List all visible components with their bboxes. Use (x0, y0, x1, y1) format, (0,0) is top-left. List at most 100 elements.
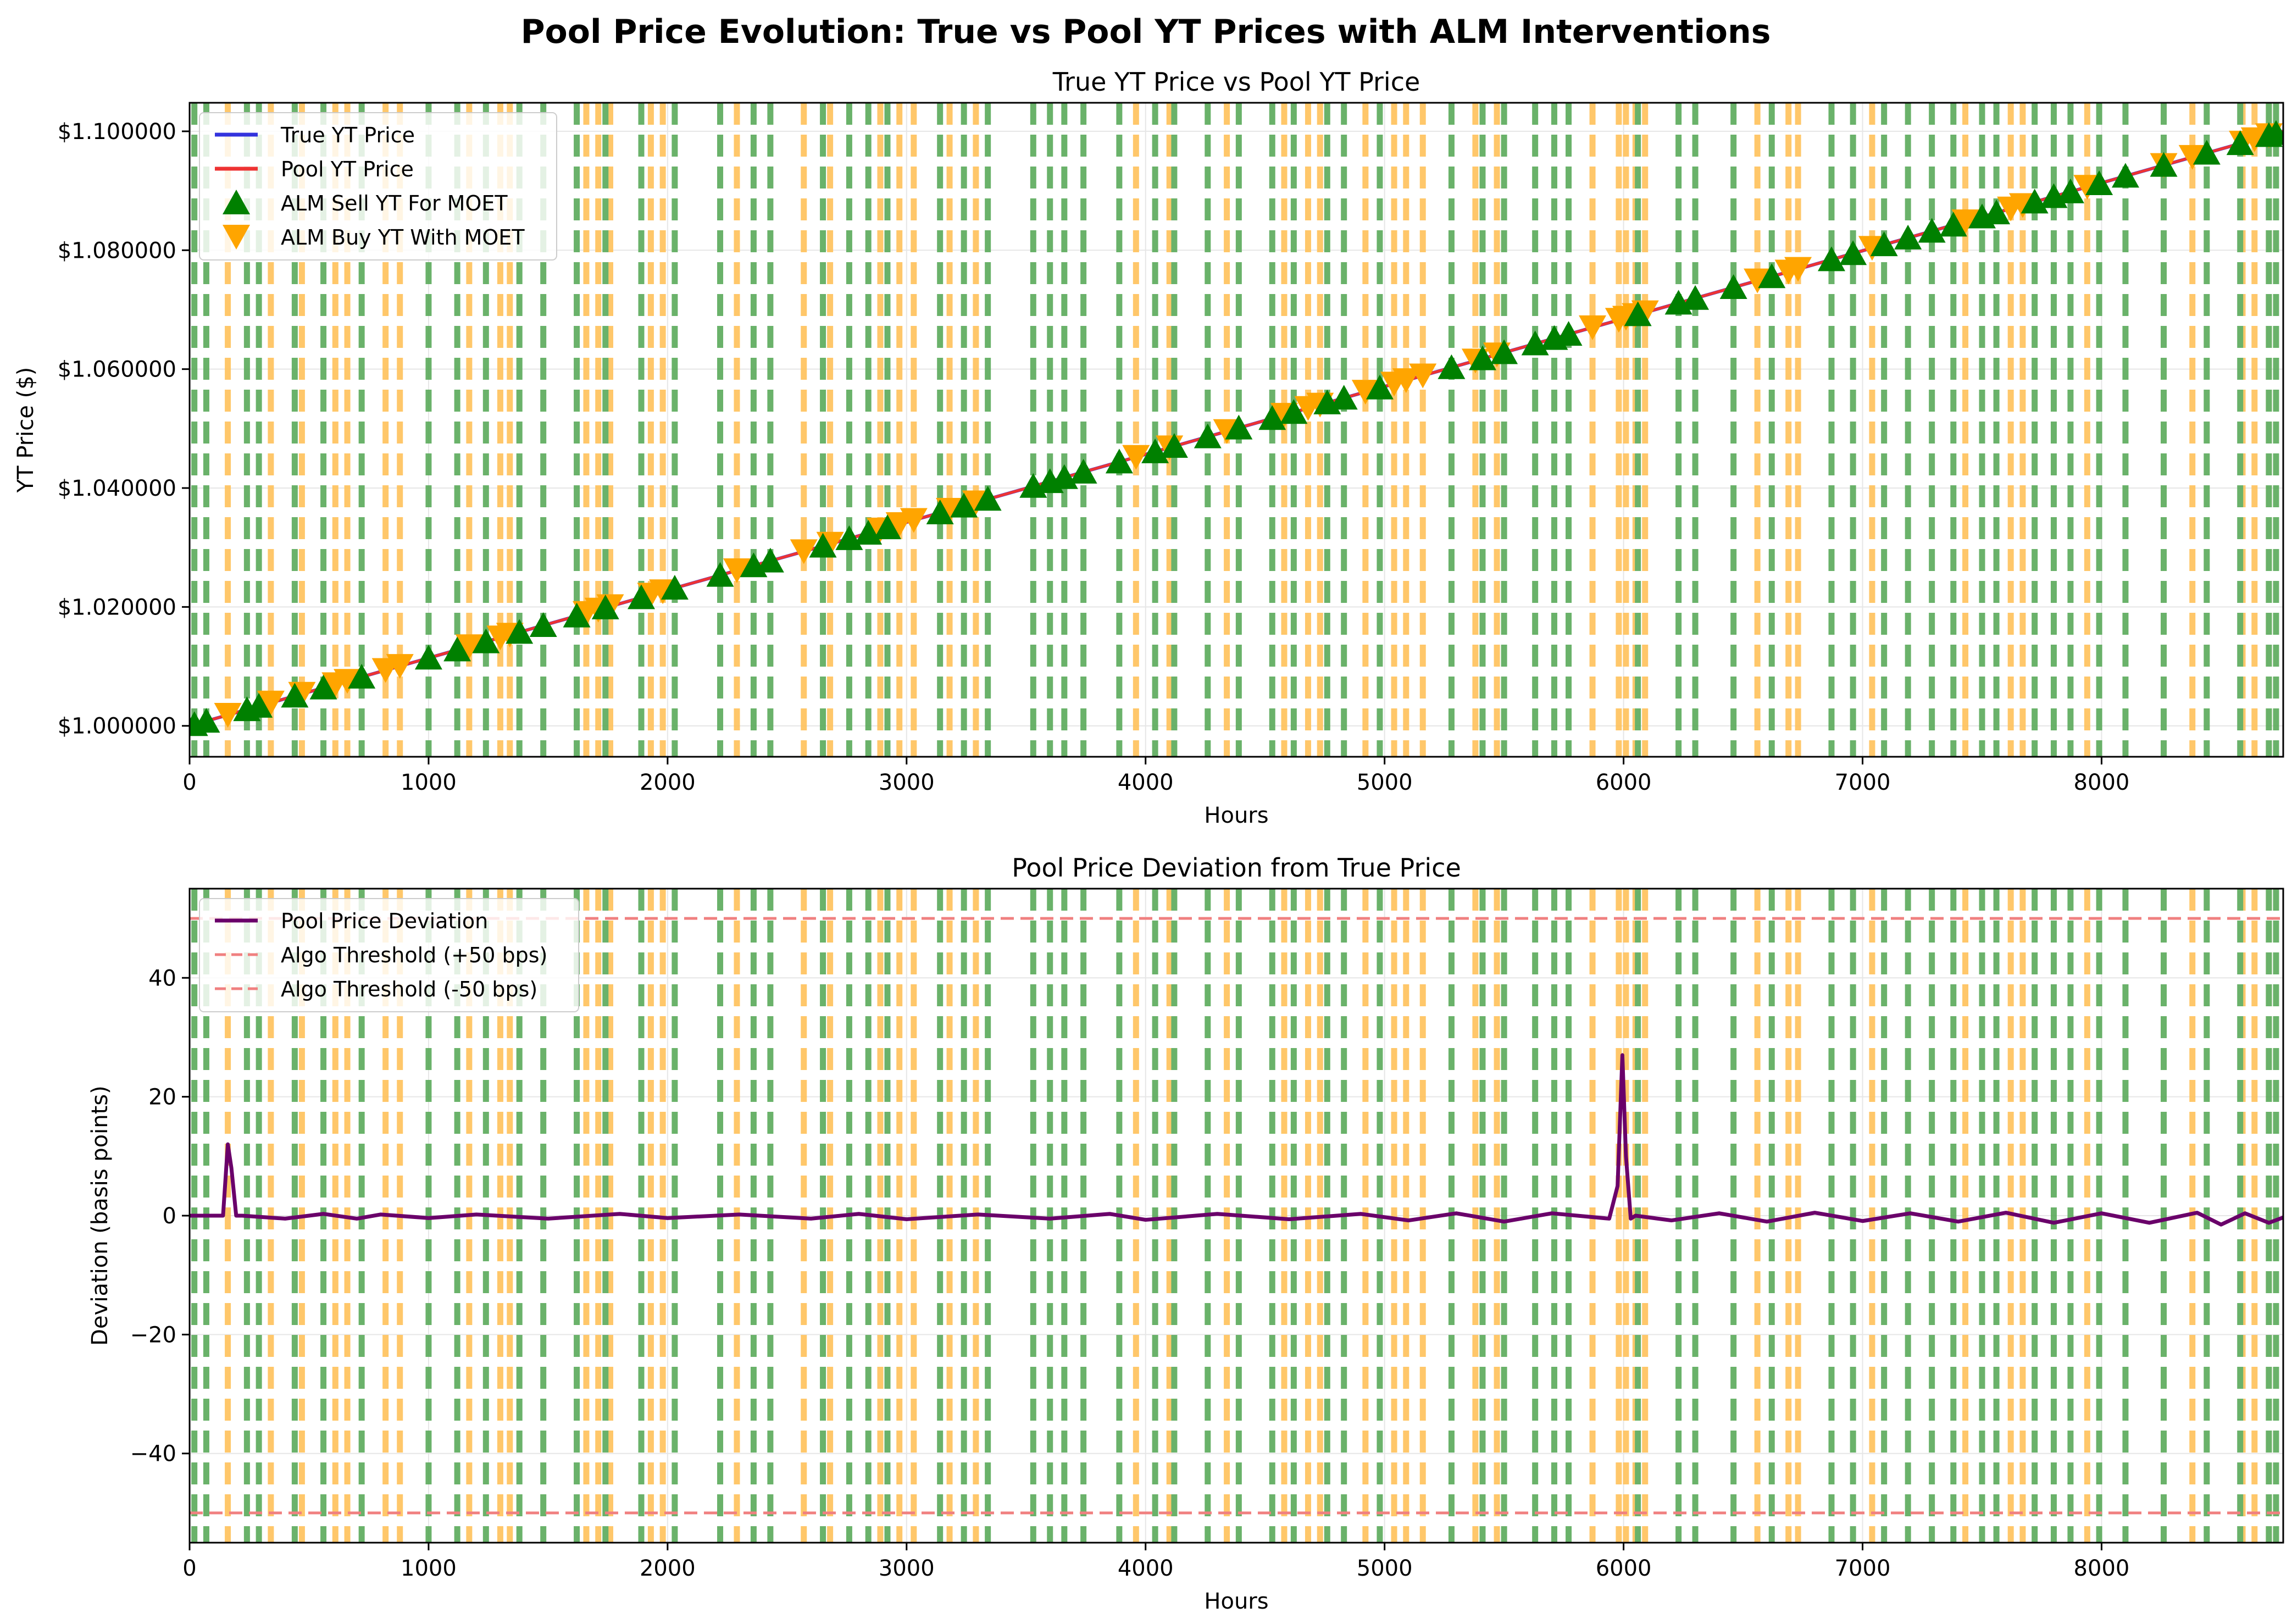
sell-marker (1719, 274, 1747, 299)
sell-marker (2262, 120, 2283, 145)
legend-label: Pool Price Deviation (281, 909, 488, 933)
sell-marker (706, 562, 734, 587)
y-tick-label: 0 (163, 1204, 176, 1229)
sell-marker (628, 584, 656, 609)
legend-label: Pool YT Price (281, 157, 414, 181)
sell-marker (506, 619, 534, 644)
sell-marker (281, 683, 309, 708)
x-axis-label: Hours (1204, 1589, 1268, 1614)
buy-marker (455, 634, 483, 659)
sell-marker (309, 674, 337, 700)
y-tick-label: $1.020000 (58, 595, 176, 620)
sell-marker (2226, 130, 2254, 156)
sell-marker (348, 663, 376, 689)
x-tick-label: 3000 (879, 1556, 935, 1581)
sell-marker (245, 692, 273, 718)
x-tick-label: 6000 (1596, 770, 1652, 795)
buy-marker (1409, 363, 1437, 389)
buy-marker (1122, 445, 1150, 470)
sell-marker (2111, 163, 2139, 188)
sell-marker (1555, 321, 1583, 346)
x-tick-label: 5000 (1357, 770, 1413, 795)
sell-marker (1105, 448, 1133, 474)
x-tick-label: 0 (182, 1556, 196, 1581)
axes-title: Pool Price Deviation from True Price (1012, 853, 1461, 883)
sell-marker (809, 533, 837, 558)
sell-marker (661, 575, 689, 600)
sell-marker (1758, 263, 1786, 289)
sell-marker (591, 594, 619, 619)
y-tick-label: −40 (130, 1442, 176, 1467)
buy-marker (1579, 315, 1607, 340)
buy-marker (386, 654, 414, 679)
buy-marker (2178, 145, 2206, 170)
legend-label: ALM Sell YT For MOET (281, 191, 508, 215)
intervention-markers (190, 120, 2283, 736)
sell-marker (1817, 246, 1845, 271)
y-tick-label: −20 (130, 1322, 176, 1348)
sell-marker (1894, 224, 1922, 250)
x-tick-label: 2000 (640, 1556, 696, 1581)
x-tick-label: 7000 (1835, 770, 1891, 795)
sell-marker (1681, 285, 1710, 310)
plot-area (190, 103, 2283, 757)
sell-marker (1258, 405, 1286, 430)
sell-marker (1280, 399, 1308, 424)
buy-marker (1784, 257, 1812, 282)
x-tick-label: 4000 (1118, 770, 1174, 795)
tick-marks (182, 130, 2102, 764)
y-tick-label: $1.100000 (58, 119, 176, 145)
buy-marker (334, 669, 362, 694)
y-axis-label: Deviation (basis points) (87, 1085, 113, 1346)
sell-marker (1839, 240, 1867, 265)
legend: Pool Price Deviation Algo Threshold (+50 … (199, 898, 579, 1012)
sell-marker (1330, 385, 1358, 410)
buy-marker (900, 508, 928, 533)
sell-marker (414, 645, 442, 670)
buy-marker (723, 558, 751, 583)
legend-label: Algo Threshold (+50 bps) (281, 943, 547, 967)
axes-frame (188, 102, 2284, 758)
legend-box (199, 112, 557, 260)
sell-marker (756, 547, 784, 573)
legend: True YT Price Pool YT Price ALM Sell YT Fo… (199, 112, 557, 260)
price-panel: 0 1000 2000 3000 4000 5000 6000 7000 8000 $1.0000… (13, 67, 2284, 828)
sell-marker (1490, 339, 1518, 364)
sell-marker (1939, 212, 1967, 237)
sell-marker (1468, 345, 1496, 370)
x-tick-label: 0 (182, 770, 196, 795)
x-axis-label: Hours (1204, 803, 1268, 828)
sell-marker (1624, 301, 1652, 326)
sell-marker (926, 499, 954, 524)
buy-marker (214, 702, 242, 728)
x-tick-label: 3000 (879, 770, 935, 795)
y-tick-label: $1.080000 (58, 238, 176, 263)
buy-marker (1392, 368, 1420, 393)
buy-marker (1951, 209, 1979, 235)
sell-marker (950, 492, 978, 518)
figure-suptitle: Pool Price Evolution: True vs Pool YT Pr… (521, 13, 1771, 51)
y-tick-label: 20 (148, 1085, 176, 1110)
sell-marker (472, 628, 500, 653)
sell-marker (2085, 170, 2113, 196)
sell-marker (2150, 152, 2178, 177)
sell-marker (1366, 374, 1394, 400)
legend-triangle-up-swatch (223, 190, 250, 214)
legend-triangle-down-swatch (223, 225, 250, 250)
buy-marker (936, 498, 964, 523)
sell-marker (563, 602, 591, 628)
y-tick-label: 40 (148, 966, 176, 991)
legend-label: True YT Price (280, 123, 415, 147)
x-tick-label: 1000 (401, 1556, 457, 1581)
sell-marker (2193, 140, 2221, 165)
legend-label: Algo Threshold (-50 bps) (281, 977, 537, 1001)
x-tick-label: 4000 (1118, 1556, 1174, 1581)
deviation-panel: 0 1000 2000 3000 4000 5000 6000 7000 8000 −40 −20 0… (87, 853, 2284, 1614)
x-tick-label: 7000 (1835, 1556, 1891, 1581)
sell-marker (443, 636, 471, 662)
sell-marker (1870, 231, 1898, 257)
x-tick-label: 1000 (401, 770, 457, 795)
axes-title: True YT Price vs Pool YT Price (1052, 67, 1420, 97)
x-tick-label: 8000 (2074, 770, 2130, 795)
